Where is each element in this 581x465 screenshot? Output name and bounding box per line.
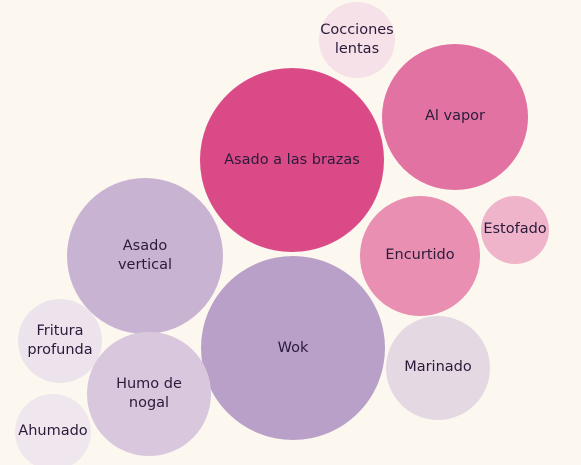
bubble: Asado a las brazas <box>200 68 384 252</box>
bubble: Ahumado <box>15 394 91 465</box>
bubble-label: Asado vertical <box>117 237 173 273</box>
bubble: Wok <box>201 256 385 440</box>
bubble-label: Wok <box>277 339 309 356</box>
bubble: Cocciones lentas <box>319 2 395 78</box>
bubble: Encurtido <box>359 195 481 317</box>
bubble: Humo de nogal <box>87 332 211 456</box>
bubble: Fritura profunda <box>17 298 103 384</box>
bubble: Asado vertical <box>66 177 224 335</box>
bubble-label: Cocciones lentas <box>320 21 394 57</box>
bubble-label: Humo de nogal <box>116 375 182 411</box>
bubble: Marinado <box>385 315 491 421</box>
bubble-label: Marinado <box>404 359 472 376</box>
bubble-label: Asado a las brazas <box>224 151 360 168</box>
bubble-label: Fritura profunda <box>27 322 93 358</box>
bubble: Estofado <box>480 195 550 265</box>
bubble-label: Al vapor <box>424 108 486 125</box>
bubble-label: Ahumado <box>18 423 88 440</box>
bubble-label: Estofado <box>483 221 547 238</box>
bubble: Al vapor <box>381 43 528 190</box>
bubble-label: Encurtido <box>385 247 455 264</box>
